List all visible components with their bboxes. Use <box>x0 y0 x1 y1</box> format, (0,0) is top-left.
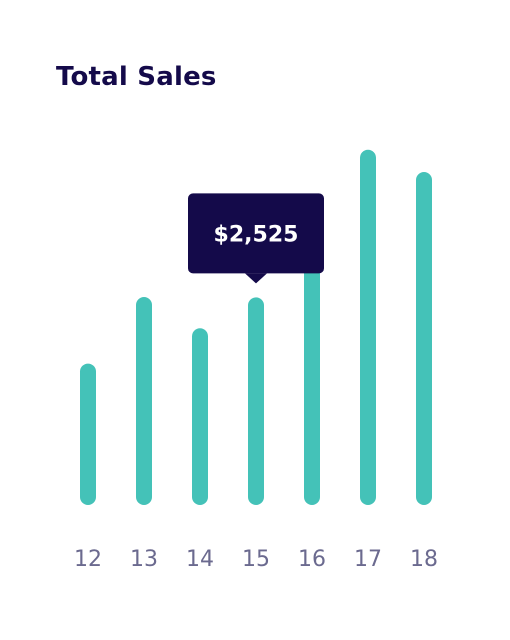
bar-16[interactable] <box>304 241 320 505</box>
tooltip-arrow <box>245 273 267 284</box>
bar-18[interactable] <box>416 172 432 505</box>
bar-13[interactable] <box>136 296 152 505</box>
chart-title: Total Sales <box>56 62 217 92</box>
bars-group <box>80 149 432 506</box>
x-tick-label-17: 17 <box>354 547 382 572</box>
x-tick-label-13: 13 <box>130 547 158 572</box>
tooltip-value: $2,525 <box>214 222 299 247</box>
x-tick-label-15: 15 <box>242 547 270 572</box>
x-tick-label-14: 14 <box>186 547 214 572</box>
bar-14[interactable] <box>192 328 208 505</box>
x-tick-label-16: 16 <box>298 547 326 572</box>
bar-17[interactable] <box>360 149 376 506</box>
value-tooltip: $2,525 <box>188 193 324 284</box>
bar-15[interactable] <box>248 297 264 505</box>
bar-12[interactable] <box>80 363 96 505</box>
x-tick-label-18: 18 <box>410 547 438 572</box>
x-axis-ticks: 12 13 14 15 16 17 18 <box>74 547 438 572</box>
tooltip-box <box>188 193 324 274</box>
x-tick-label-12: 12 <box>74 547 102 572</box>
